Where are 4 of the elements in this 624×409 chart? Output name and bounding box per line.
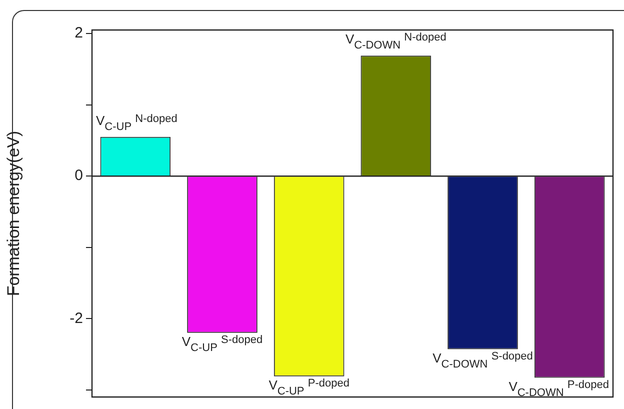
y-tick-label: -2 xyxy=(70,310,83,327)
y-axis-title: Formation energy(eV) xyxy=(4,130,23,296)
y-tick-label: 0 xyxy=(74,167,83,184)
y-tick-label: 2 xyxy=(74,24,83,42)
